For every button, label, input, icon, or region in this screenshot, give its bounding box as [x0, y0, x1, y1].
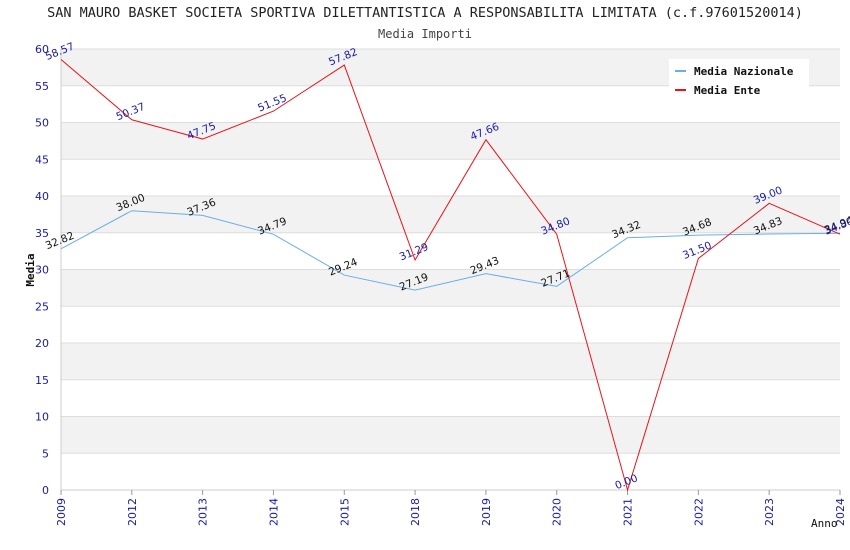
y-tick-labels: 0 5 10 15 20 25 30 35 40 45 50 55 60 [35, 43, 49, 497]
x-tick-label: 2019 [480, 498, 493, 526]
y-tick-label: 35 [35, 227, 49, 240]
grid-band [61, 453, 840, 490]
legend-item-media-nazionale: Media Nazionale [675, 63, 793, 79]
y-tick-label: 25 [35, 300, 49, 313]
y-axis-title: Media [24, 253, 37, 286]
legend-swatch-nazionale [675, 70, 686, 72]
chart-title: SAN MAURO BASKET SOCIETA SPORTIVA DILETT… [47, 5, 803, 21]
x-tick-label: 2020 [551, 498, 564, 526]
legend-label-nazionale: Media Nazionale [694, 64, 794, 78]
grid-band [61, 159, 840, 196]
x-tick-label: 2018 [409, 498, 422, 526]
y-tick-label: 5 [42, 447, 49, 460]
y-tick-label: 55 [35, 80, 49, 93]
x-axis-title: Anno [811, 517, 838, 530]
y-tick-label: 15 [35, 374, 49, 387]
grid-lines [61, 48, 840, 491]
x-tick-label: 2015 [338, 498, 351, 526]
legend: Media Nazionale Media Ente [669, 59, 809, 103]
legend-item-media-ente: Media Ente [675, 82, 760, 98]
chart-subtitle: Media Importi [378, 27, 472, 41]
grid-band [61, 269, 840, 307]
x-tick-label: 2024 [834, 498, 847, 526]
x-tick-label: 2009 [55, 498, 68, 526]
grid-band [61, 416, 840, 454]
x-tick-label: 2014 [267, 498, 280, 526]
y-tick-label: 10 [35, 411, 49, 424]
grid-band [61, 232, 840, 270]
x-tick-label: 2012 [126, 498, 139, 526]
series-line-media-nazionale [60, 210, 841, 291]
legend-swatch-ente [675, 89, 686, 91]
grid-band [61, 379, 840, 417]
y-tick-label: 20 [35, 337, 49, 350]
x-tick-label: 2021 [622, 498, 635, 526]
y-tick-label: 40 [35, 190, 49, 203]
grid-band [61, 306, 840, 343]
x-tick-label: 2013 [197, 498, 210, 526]
y-tick-label: 50 [35, 117, 49, 130]
y-tick-label: 60 [35, 43, 49, 56]
x-tick-labels: 2009 2012 2013 2014 2015 2018 2019 2020 2021 2022… [55, 490, 847, 526]
axes [60, 49, 840, 491]
grid-band [61, 343, 840, 380]
x-tick-label: 2022 [692, 498, 705, 526]
legend-label-ente: Media Ente [694, 83, 761, 97]
series-line-media-ente [60, 59, 841, 492]
y-tick-label: 45 [35, 153, 49, 166]
grid-band [61, 122, 840, 160]
x-tick-label: 2023 [763, 498, 776, 526]
grid-band [61, 196, 840, 233]
series-lines [60, 59, 841, 492]
y-tick-label: 30 [35, 264, 49, 277]
y-tick-label: 0 [42, 484, 49, 497]
